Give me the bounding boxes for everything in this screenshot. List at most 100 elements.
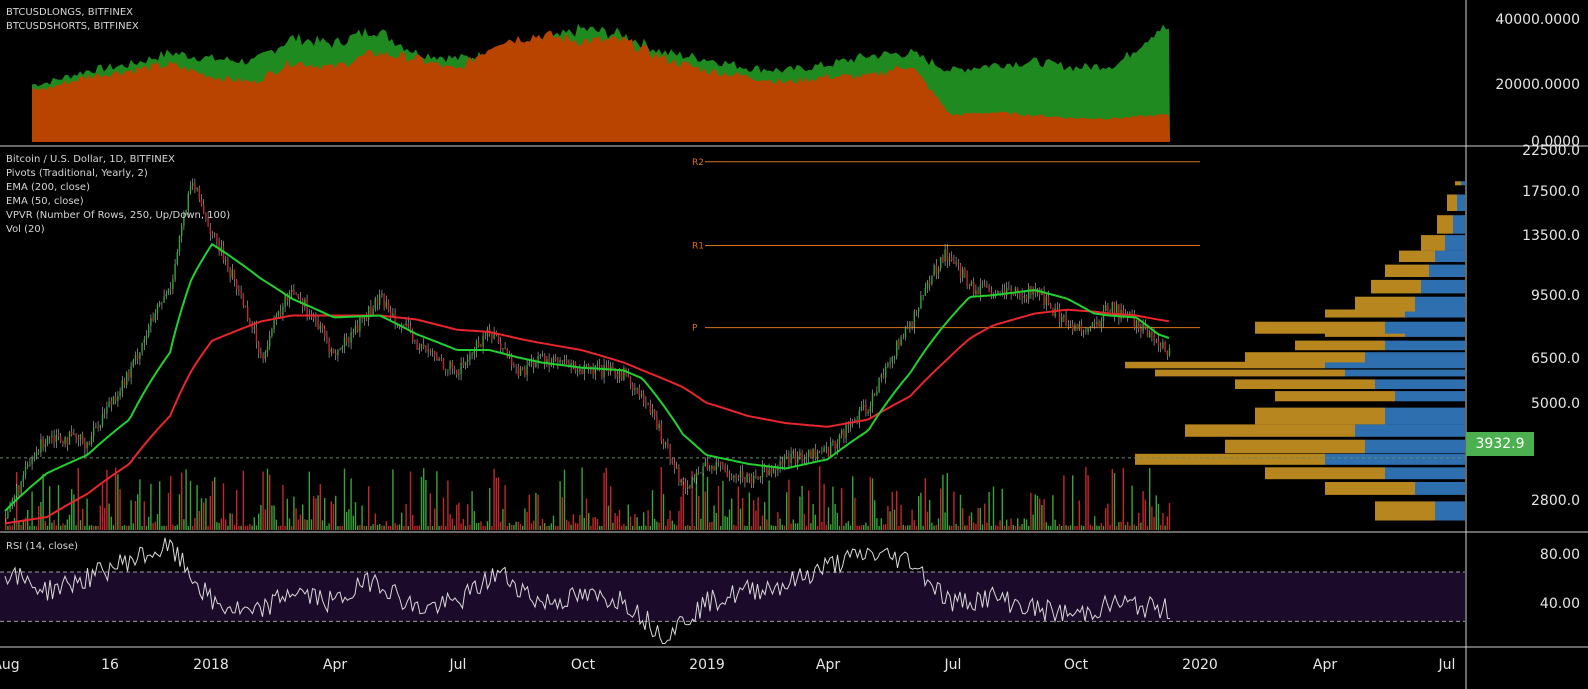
candle-body bbox=[244, 305, 247, 307]
candle-body bbox=[843, 430, 845, 439]
candle-body bbox=[119, 391, 121, 397]
volume-bar bbox=[726, 516, 728, 530]
candle-body bbox=[431, 351, 434, 352]
candle-body bbox=[165, 293, 167, 297]
candle-body bbox=[867, 411, 869, 414]
volume-bar bbox=[1160, 524, 1162, 530]
candle-body bbox=[715, 461, 717, 471]
volume-bar bbox=[438, 526, 440, 530]
candle-body bbox=[909, 321, 911, 329]
volume-bar bbox=[29, 526, 31, 530]
volume-bar bbox=[1083, 526, 1085, 530]
volume-bar bbox=[801, 485, 803, 530]
volume-bar bbox=[805, 526, 808, 530]
volume-bar bbox=[1153, 516, 1155, 530]
volume-bar bbox=[517, 521, 519, 530]
vpvr-up-bar bbox=[1447, 194, 1457, 211]
volume-bar bbox=[834, 503, 836, 530]
candle-body bbox=[379, 294, 381, 305]
volume-bar bbox=[581, 467, 583, 530]
candle-body bbox=[484, 335, 486, 337]
candle-body bbox=[1133, 313, 1135, 328]
candle-body bbox=[273, 319, 275, 329]
volume-bar bbox=[1118, 522, 1120, 530]
volume-bar bbox=[469, 524, 471, 530]
candle-body bbox=[359, 317, 361, 332]
vpvr-up-bar bbox=[1421, 235, 1445, 251]
candle-body bbox=[977, 290, 979, 295]
volume-bar bbox=[383, 525, 385, 530]
legend-ema50[interactable]: EMA (50, close) bbox=[6, 196, 84, 207]
volume-bar bbox=[946, 473, 948, 530]
candle-body bbox=[722, 464, 724, 466]
volume-bar bbox=[896, 490, 898, 530]
last-price-label: 3932.9 bbox=[1466, 432, 1534, 456]
volume-bar bbox=[907, 525, 909, 530]
volume-bar bbox=[255, 525, 258, 530]
vpvr-up-bar bbox=[1125, 361, 1325, 369]
volume-bar bbox=[1001, 488, 1003, 530]
legend-pivots[interactable]: Pivots (Traditional, Yearly, 2) bbox=[6, 168, 148, 179]
candle-body bbox=[790, 453, 792, 464]
volume-bar bbox=[658, 522, 660, 530]
volume-bar bbox=[110, 516, 112, 530]
volume-bar bbox=[680, 496, 682, 530]
volume-bar bbox=[759, 525, 761, 530]
candle-body bbox=[986, 286, 988, 288]
volume-bar bbox=[227, 525, 229, 530]
candle-body bbox=[104, 413, 106, 415]
main-legend[interactable]: Bitcoin / U.S. Dollar, 1D, BITFINEX Pivo… bbox=[6, 153, 230, 237]
candle-body bbox=[57, 434, 60, 437]
candle-body bbox=[361, 317, 363, 320]
volume-bar bbox=[889, 511, 891, 530]
candle-body bbox=[5, 517, 7, 519]
candle-body bbox=[491, 334, 493, 339]
rsi-legend[interactable]: RSI (14, close) bbox=[6, 540, 78, 554]
candle-body bbox=[557, 359, 559, 363]
volume-bar bbox=[915, 526, 918, 530]
candle-body bbox=[997, 291, 999, 296]
volume-bar bbox=[797, 523, 799, 530]
candle-body bbox=[326, 336, 328, 342]
volume-bar bbox=[1054, 519, 1056, 530]
vpvr-up-bar bbox=[1455, 181, 1461, 186]
candle-body bbox=[321, 324, 324, 329]
candle-body bbox=[643, 393, 645, 403]
candle-body bbox=[803, 458, 805, 460]
candle-body bbox=[735, 475, 737, 478]
volume-bar bbox=[346, 511, 348, 530]
vpvr-up-bar bbox=[1265, 467, 1385, 480]
candle-body bbox=[449, 361, 451, 370]
candle-body bbox=[86, 441, 88, 449]
volume-bar bbox=[1023, 518, 1025, 530]
volume-bar bbox=[192, 525, 194, 530]
candle-body bbox=[75, 434, 77, 438]
volume-bar bbox=[572, 514, 574, 530]
volume-bar bbox=[429, 493, 431, 530]
legend-rsi[interactable]: RSI (14, close) bbox=[6, 541, 79, 552]
volume-bar bbox=[546, 526, 548, 530]
volume-bar bbox=[676, 525, 678, 530]
candle-body bbox=[137, 355, 139, 359]
legend-vol[interactable]: Vol (20) bbox=[6, 224, 45, 235]
volume-bar bbox=[137, 494, 139, 530]
legend-ema200[interactable]: EMA (200, close) bbox=[6, 182, 90, 193]
candle-body bbox=[1164, 342, 1166, 351]
volume-bar bbox=[990, 525, 992, 530]
candle-body bbox=[462, 362, 464, 366]
volume-bar bbox=[1063, 475, 1065, 530]
legend-symbol[interactable]: Bitcoin / U.S. Dollar, 1D, BITFINEX bbox=[6, 154, 175, 165]
candle-body bbox=[381, 293, 383, 295]
volume-bar bbox=[779, 518, 781, 530]
candle-body bbox=[1083, 331, 1085, 332]
candle-body bbox=[1157, 340, 1160, 346]
candle-body bbox=[49, 436, 51, 438]
legend-vpvr[interactable]: VPVR (Number Of Rows, 250, Up/Down, 100) bbox=[6, 210, 231, 221]
candle-body bbox=[799, 452, 801, 457]
volume-bar bbox=[1168, 503, 1171, 530]
volume-bar bbox=[183, 519, 185, 530]
volume-bar bbox=[768, 480, 770, 530]
volume-bar bbox=[794, 523, 797, 530]
volume-bar bbox=[332, 504, 335, 530]
